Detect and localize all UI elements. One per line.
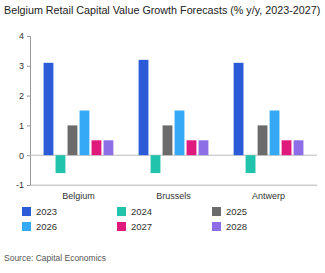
y-tick: 4 — [19, 31, 30, 41]
legend-item: 2023 — [22, 206, 57, 217]
legend-label: 2023 — [36, 206, 57, 217]
x-axis: Belgium Brussels Antwerp — [31, 185, 318, 201]
legend-label: 2028 — [226, 221, 247, 232]
x-tick: Belgium — [62, 185, 95, 201]
x-tick-label: Brussels — [156, 191, 191, 201]
legend-swatch — [212, 207, 221, 216]
series — [56, 155, 256, 173]
bar — [104, 140, 114, 155]
y-tick-mark — [27, 155, 30, 156]
bars — [44, 60, 304, 173]
x-axis-line — [31, 185, 318, 186]
bar — [68, 125, 78, 155]
bar — [234, 63, 244, 155]
y-tick-mark — [27, 96, 30, 97]
y-tick-label: -1 — [16, 180, 24, 190]
y-tick-mark — [27, 185, 30, 186]
y-tick: 0 — [19, 151, 30, 161]
y-tick: 3 — [19, 61, 30, 71]
bar — [139, 60, 149, 155]
legend-item: 2027 — [117, 221, 152, 232]
series — [68, 125, 268, 155]
y-tick-mark — [27, 66, 30, 67]
legend-item: 2026 — [22, 221, 57, 232]
bar — [80, 111, 90, 156]
y-tick: 1 — [19, 121, 30, 131]
series — [44, 60, 244, 155]
source: Source: Capital Economics — [4, 253, 106, 263]
bar — [294, 140, 304, 155]
bar — [187, 140, 197, 155]
legend-item: 2028 — [212, 221, 247, 232]
legend-swatch — [117, 207, 126, 216]
bar — [258, 125, 268, 155]
y-tick-label: 1 — [19, 121, 24, 131]
y-tick-mark — [27, 125, 30, 126]
legend-label: 2024 — [131, 206, 152, 217]
bar — [151, 155, 161, 173]
bar — [282, 140, 292, 155]
x-tick: Brussels — [156, 185, 191, 201]
y-tick: -1 — [16, 180, 30, 190]
bar — [92, 140, 102, 155]
x-tick: Antwerp — [252, 185, 285, 201]
chart: Belgium Retail Capital Value Growth Fore… — [0, 0, 325, 273]
bar — [246, 155, 256, 173]
bar — [270, 111, 280, 156]
y-tick-mark — [27, 36, 30, 37]
y-tick: 2 — [19, 91, 30, 101]
bar — [199, 140, 209, 155]
legend-item: 2024 — [117, 206, 152, 217]
y-axis: -1 0 1 2 3 4 — [16, 31, 31, 190]
y-tick-label: 3 — [19, 61, 24, 71]
legend: 2023 2024 2025 2026 2027 2028 — [22, 206, 247, 232]
legend-swatch — [22, 222, 31, 231]
legend-item: 2025 — [212, 206, 247, 217]
y-tick-label: 4 — [19, 31, 24, 41]
title: Belgium Retail Capital Value Growth Fore… — [4, 4, 320, 16]
bar — [163, 125, 173, 155]
y-tick-label: 2 — [19, 91, 24, 101]
frame-bottom — [30, 185, 317, 186]
x-tick-label: Antwerp — [252, 191, 285, 201]
legend-swatch — [22, 207, 31, 216]
y-axis-line — [27, 37, 31, 186]
series — [92, 140, 292, 155]
legend-label: 2025 — [226, 206, 247, 217]
series — [104, 140, 304, 155]
x-tick-label: Belgium — [62, 191, 95, 201]
legend-swatch — [212, 222, 221, 231]
bar — [44, 63, 54, 155]
bar — [56, 155, 66, 173]
bar — [175, 111, 185, 156]
legend-label: 2027 — [131, 221, 152, 232]
y-tick-label: 0 — [19, 151, 24, 161]
series — [80, 111, 280, 156]
legend-label: 2026 — [36, 221, 57, 232]
legend-swatch — [117, 222, 126, 231]
